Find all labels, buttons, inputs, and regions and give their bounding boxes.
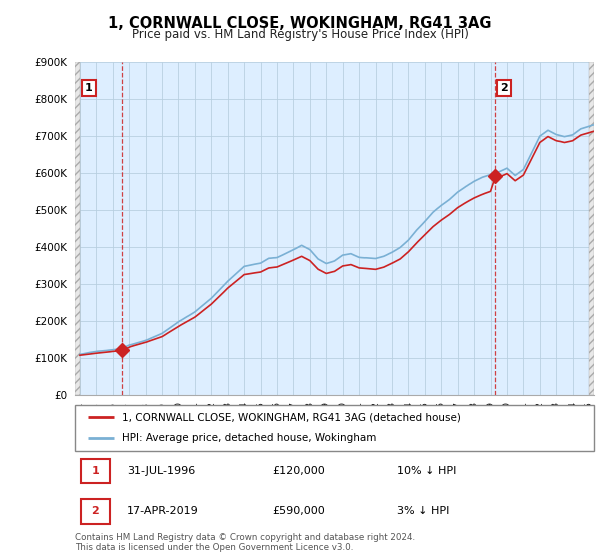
- Text: Price paid vs. HM Land Registry's House Price Index (HPI): Price paid vs. HM Land Registry's House …: [131, 28, 469, 41]
- Text: HPI: Average price, detached house, Wokingham: HPI: Average price, detached house, Woki…: [122, 433, 376, 444]
- Text: 10% ↓ HPI: 10% ↓ HPI: [397, 465, 456, 475]
- Text: 2: 2: [500, 83, 508, 93]
- Text: 1, CORNWALL CLOSE, WOKINGHAM, RG41 3AG (detached house): 1, CORNWALL CLOSE, WOKINGHAM, RG41 3AG (…: [122, 412, 461, 422]
- Text: This data is licensed under the Open Government Licence v3.0.: This data is licensed under the Open Gov…: [75, 543, 353, 552]
- FancyBboxPatch shape: [81, 500, 110, 524]
- Text: £590,000: £590,000: [272, 506, 325, 516]
- Text: 17-APR-2019: 17-APR-2019: [127, 506, 199, 516]
- Bar: [75, 62, 80, 395]
- Text: £120,000: £120,000: [272, 465, 325, 475]
- FancyBboxPatch shape: [75, 405, 594, 451]
- Text: 1: 1: [85, 83, 92, 93]
- Text: 31-JUL-1996: 31-JUL-1996: [127, 465, 195, 475]
- Bar: [589, 62, 594, 395]
- Text: 1: 1: [91, 465, 99, 475]
- Text: Contains HM Land Registry data © Crown copyright and database right 2024.: Contains HM Land Registry data © Crown c…: [75, 533, 415, 542]
- Text: 2: 2: [91, 506, 99, 516]
- FancyBboxPatch shape: [81, 459, 110, 483]
- Text: 3% ↓ HPI: 3% ↓ HPI: [397, 506, 449, 516]
- Text: 1, CORNWALL CLOSE, WOKINGHAM, RG41 3AG: 1, CORNWALL CLOSE, WOKINGHAM, RG41 3AG: [108, 16, 492, 31]
